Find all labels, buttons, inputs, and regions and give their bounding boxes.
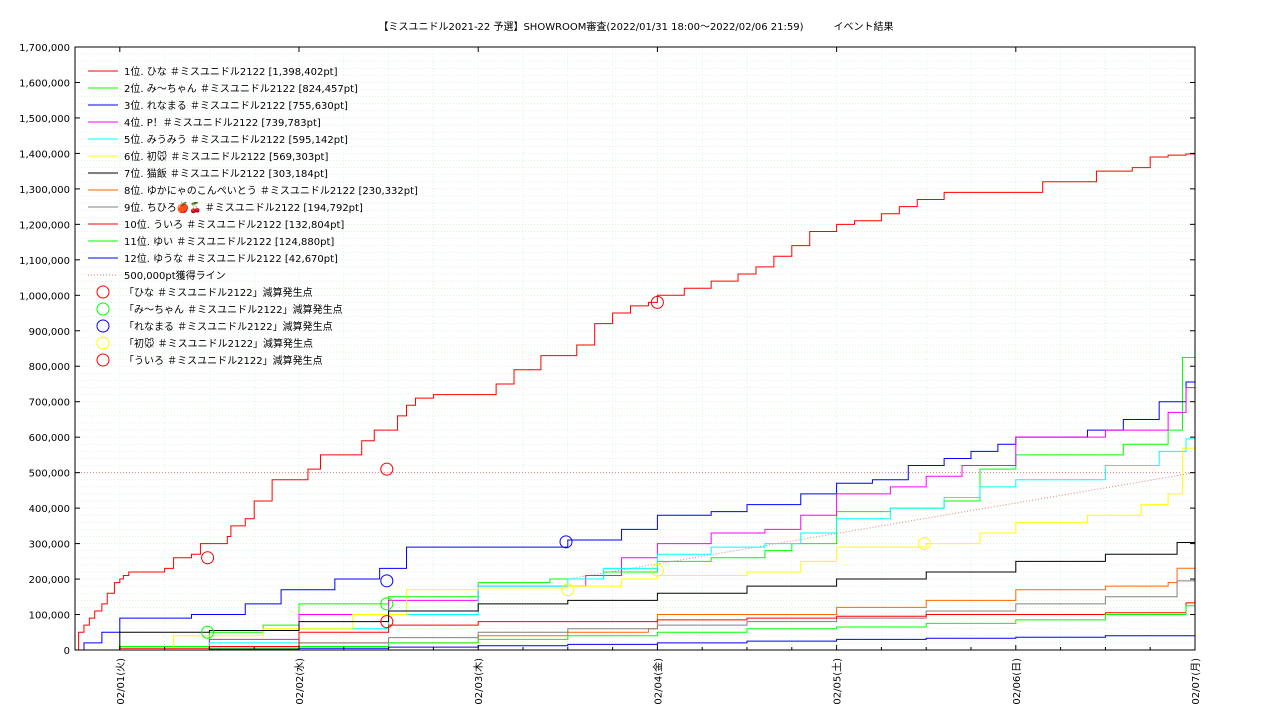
y-tick-label: 800,000 <box>29 362 70 373</box>
deduction-marker-3 <box>380 574 394 588</box>
legend-marker-label-4: 「初🐭 ＃ミスユニドル2122」減算発生点 <box>124 337 313 350</box>
x-tick-label: 02/02(水) <box>294 658 306 705</box>
legend-label-4: 4位. P！＃ミスユニドル2122 [739,783pt] <box>124 116 321 129</box>
chart-title: 【ミスユニドル2021-22 予選】SHOWROOM審査(2022/01/31 … <box>379 20 894 33</box>
y-tick-label: 0 <box>64 646 70 657</box>
legend-label-reference: 500,000pt獲得ライン <box>124 269 226 282</box>
legend-label-2: 2位. み〜ちゃん ＃ミスユニドル2122 [824,457pt] <box>124 82 358 95</box>
y-tick-label: 100,000 <box>29 611 70 622</box>
x-tick-label: 02/05(土) <box>831 658 844 705</box>
markers-group <box>201 295 931 639</box>
deduction-marker-4 <box>561 583 575 597</box>
series-line-4 <box>75 387 1195 651</box>
legend-marker-label-3: 「れなまる ＃ミスユニドル2122」減算発生点 <box>124 320 333 333</box>
deduction-marker-2 <box>201 625 215 639</box>
legend-label-1: 1位. ひな ＃ミスユニドル2122 [1,398,402pt] <box>124 65 338 78</box>
series-line-1 <box>75 153 1195 651</box>
legend-marker-3 <box>96 319 110 333</box>
legend: 1位. ひな ＃ミスユニドル2122 [1,398,402pt] 2位. み〜ちゃ… <box>88 65 418 367</box>
legend-marker-5 <box>96 353 110 367</box>
legend-marker-label-1: 「ひな ＃ミスユニドル2122」減算発生点 <box>124 286 313 299</box>
y-tick-label: 1,100,000 <box>19 256 70 267</box>
deduction-marker-1 <box>201 551 215 565</box>
plot-frame <box>74 46 1196 651</box>
x-tick-label: 02/03(木) <box>473 658 485 705</box>
deduction-marker-1 <box>650 295 664 309</box>
y-tick-label: 200,000 <box>29 575 70 586</box>
series-line-11 <box>75 605 1195 651</box>
legend-label-3: 3位. れなまる ＃ミスユニドル2122 [755,630pt] <box>124 99 348 112</box>
legend-marker-1 <box>96 285 110 299</box>
legend-label-9: 9位. ちひろ🍎🍒 ＃ミスユニドル2122 [194,792pt] <box>124 201 363 214</box>
series-line-10 <box>75 602 1195 651</box>
legend-label-6: 6位. 初🐭 ＃ミスユニドル2122 [569,303pt] <box>124 150 328 163</box>
x-tick-label: 02/04(金) <box>651 658 664 705</box>
y-tick-label: 1,000,000 <box>19 291 70 302</box>
y-tick-label: 400,000 <box>29 504 70 515</box>
legend-marker-label-2: 「み〜ちゃん ＃ミスユニドル2122」減算発生点 <box>124 303 343 316</box>
legend-marker-2 <box>96 302 110 316</box>
y-tick-label: 1,300,000 <box>19 185 70 196</box>
x-tick-label: 02/06(日) <box>1012 658 1023 705</box>
deduction-marker-4 <box>917 537 931 551</box>
x-tick-label: 02/07(月) <box>1190 658 1202 705</box>
y-tick-label: 600,000 <box>29 433 70 444</box>
series-line-9 <box>75 580 1195 651</box>
y-axis: 0 100,000 200,000 300,000 400,000 500,000 600,… <box>19 43 1195 657</box>
legend-label-7: 7位. 猫飯 ＃ミスユニドル2122 [303,184pt] <box>124 167 328 180</box>
legend-marker-4 <box>96 336 110 350</box>
y-tick-label: 300,000 <box>29 540 70 551</box>
deduction-marker-3 <box>559 535 573 549</box>
legend-label-12: 12位. ゆうな ＃ミスユニドル2122 [42,670pt] <box>124 252 338 265</box>
y-tick-label: 1,500,000 <box>19 114 70 125</box>
series-line-7 <box>75 541 1195 651</box>
y-tick-label: 1,200,000 <box>19 220 70 231</box>
guides <box>75 472 1196 580</box>
x-axis: 02/01(火) 02/02(水) 02/03(木) 02/04(金) 02/05(土)… <box>74 47 1202 705</box>
series-line-6 <box>75 447 1195 651</box>
deduction-marker-1 <box>380 462 394 476</box>
diagonal-guide-line <box>567 472 1196 580</box>
y-tick-label: 1,600,000 <box>19 78 70 89</box>
deduction-marker-5 <box>380 615 394 629</box>
y-tick-label: 1,700,000 <box>19 43 70 54</box>
y-tick-label: 900,000 <box>29 327 70 338</box>
legend-label-8: 8位. ゆかにゃのこんぺいとう ＃ミスユニドル2122 [230,332pt] <box>124 184 418 197</box>
legend-label-5: 5位. みうみう ＃ミスユニドル2122 [595,142pt] <box>124 133 348 146</box>
legend-label-11: 11位. ゆい ＃ミスユニドル2122 [124,880pt] <box>124 235 334 248</box>
y-tick-label: 1,400,000 <box>19 149 70 160</box>
y-tick-label: 700,000 <box>29 398 70 409</box>
deduction-marker-4 <box>650 563 664 577</box>
y-tick-label: 500,000 <box>29 469 70 480</box>
x-tick-label: 02/01(火) <box>115 658 127 705</box>
legend-label-10: 10位. ういろ ＃ミスユニドル2122 [132,804pt] <box>124 218 344 231</box>
legend-marker-label-5: 「ういろ ＃ミスユニドル2122」減算発生点 <box>124 354 323 367</box>
deduction-marker-2 <box>380 597 394 611</box>
